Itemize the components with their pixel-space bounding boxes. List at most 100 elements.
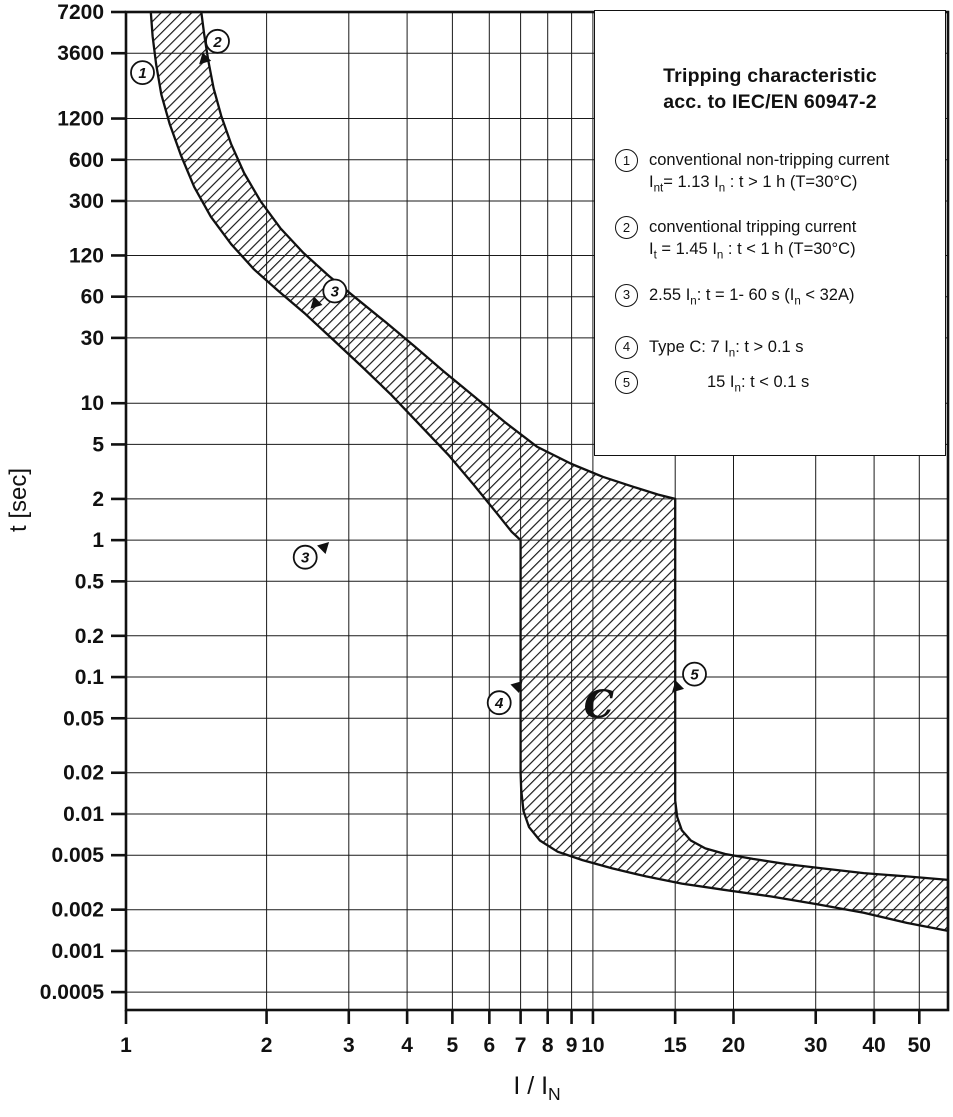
marker-number-3: 3	[331, 284, 340, 301]
marker-circle-3	[292, 544, 318, 570]
y-tick-label: 3600	[57, 42, 104, 65]
x-tick-label: 4	[401, 1034, 413, 1057]
marker-pointer-3	[310, 296, 323, 309]
text-run: < 32A)	[800, 285, 855, 304]
circled-number-4: 4	[615, 335, 638, 359]
annotation-markers: 1 2 3 3 4 5	[130, 28, 707, 716]
legend-item-text: Type C: 7 In: t > 0.1 s	[649, 336, 804, 364]
legend-line: 2.55 In: t = 1- 60 s (In < 32A)	[649, 284, 854, 312]
x-tick-label: 15	[663, 1034, 687, 1057]
marker-pointer-2	[199, 52, 212, 65]
circled-number-3: 3	[615, 283, 638, 307]
subscript-run: n	[734, 382, 741, 395]
text-run: : t < 1 h (T=30°C)	[723, 240, 856, 259]
x-tick-label: 1	[120, 1034, 132, 1057]
text-run: I / I	[513, 1072, 549, 1100]
legend-item-4: 4 Type C: 7 In: t > 0.1 s	[615, 335, 937, 364]
x-tick-label: 3	[343, 1034, 355, 1057]
text-run: 15 I	[707, 373, 735, 392]
x-tick-label: 20	[722, 1034, 745, 1057]
legend-title-line2: acc. to IEC/EN 60947-2	[663, 91, 877, 113]
y-tick-label: 0.002	[51, 899, 104, 922]
text-run: 2.55 I	[649, 285, 691, 304]
marker-circle-5	[682, 661, 707, 687]
ticks	[111, 10, 921, 1024]
circled-number-2: 2	[615, 216, 638, 240]
legend-item-text: 2.55 In: t = 1- 60 s (In < 32A)	[649, 284, 854, 312]
circled-number-5: 5	[615, 371, 638, 395]
subscript-run: n	[718, 182, 726, 195]
marker-number-5: 5	[690, 667, 699, 684]
marker-circle-4	[486, 690, 512, 716]
y-tick-label: 0.0005	[40, 981, 105, 1004]
y-tick-label: 0.02	[63, 762, 104, 785]
y-tick-label: 0.2	[75, 625, 104, 648]
marker-number-1: 1	[138, 65, 146, 82]
x-tick-label: 50	[908, 1034, 931, 1057]
text-run: I	[649, 173, 654, 191]
y-tick-label: 5	[92, 433, 104, 456]
marker-pointer-3	[317, 542, 330, 555]
text-run: : t < 0.1 s	[740, 373, 810, 392]
subscript-run: n	[728, 347, 736, 360]
y-tick-label: 2	[92, 488, 104, 511]
x-tick-label: 2	[261, 1034, 273, 1057]
text-run: I	[649, 240, 654, 259]
text-run: Type C: 7 I	[649, 337, 729, 356]
marker-number-2: 2	[212, 34, 222, 51]
legend-item-text: conventional tripping current It = 1.45 I…	[649, 216, 856, 266]
x-tick-label: 8	[542, 1034, 554, 1057]
subscript-run: nt	[653, 182, 664, 195]
legend-line: It = 1.45 In : t < 1 h (T=30°C)	[649, 238, 856, 266]
text-run: conventional non-tripping current	[649, 151, 890, 169]
y-tick-label: 0.01	[63, 803, 104, 826]
y-tick-label: 300	[69, 190, 104, 213]
x-tick-label: 10	[581, 1034, 604, 1057]
subscript-run: n	[690, 294, 697, 307]
text-run: : t = 1- 60 s (I	[696, 285, 795, 304]
marker-number-3: 3	[301, 550, 310, 567]
text-run: conventional tripping current	[649, 218, 857, 237]
x-tick-label: 9	[566, 1034, 578, 1057]
legend-line: 15 In: t < 0.1 s	[649, 371, 809, 399]
y-tick-label: 120	[69, 244, 104, 267]
marker-pointer-5	[672, 680, 685, 693]
legend-line: conventional non-tripping current	[649, 149, 889, 171]
legend-item-3: 3 2.55 In: t = 1- 60 s (In < 32A)	[615, 283, 937, 312]
x-tick-label: 7	[515, 1034, 527, 1057]
y-tick-label: 1200	[57, 108, 104, 131]
x-axis-title: I / IN	[487, 1072, 587, 1105]
legend-item-text: conventional non-tripping current Int= 1.…	[649, 149, 889, 199]
text-run: : t > 0.1 s	[735, 337, 804, 356]
marker-circle-1	[130, 60, 155, 85]
y-axis-title: t [sec]	[5, 467, 32, 533]
tick-labels: 7200360012006003001206030105210.50.20.10…	[40, 1, 931, 1057]
y-tick-label: 7200	[57, 1, 104, 24]
text-run: : t > 1 h (T=30°C)	[725, 173, 858, 191]
text-run: = 1.45 I	[656, 240, 717, 259]
legend-title-line1: Tripping characteristic	[663, 65, 877, 87]
subscript-run: n	[716, 249, 724, 262]
y-tick-label: 30	[81, 327, 104, 350]
y-tick-label: 0.005	[51, 844, 104, 867]
legend-item-1: 1 conventional non-tripping current Int= 1…	[615, 149, 937, 199]
subscript-run: N	[548, 1084, 561, 1104]
x-tick-label: 40	[862, 1034, 885, 1057]
subscript-run: n	[794, 294, 801, 307]
legend-title: Tripping characteristic acc. to IEC/EN 6…	[595, 63, 945, 115]
legend-box: Tripping characteristic acc. to IEC/EN 6…	[594, 10, 946, 456]
legend-item-2: 2 conventional tripping current It = 1.45 …	[615, 216, 937, 266]
y-tick-label: 60	[81, 286, 104, 309]
marker-pointer-4	[510, 681, 523, 694]
y-tick-label: 0.5	[75, 570, 105, 593]
y-tick-label: 0.001	[51, 940, 104, 963]
legend-item-text: 15 In: t < 0.1 s	[649, 371, 809, 399]
legend-line: Type C: 7 In: t > 0.1 s	[649, 336, 804, 364]
y-tick-label: 0.05	[63, 707, 104, 730]
plot-frame	[124, 10, 950, 1012]
text-run: = 1.13 I	[663, 173, 719, 191]
legend-line: Int= 1.13 In : t > 1 h (T=30°C)	[649, 171, 889, 199]
legend-line: conventional tripping current	[649, 216, 856, 238]
